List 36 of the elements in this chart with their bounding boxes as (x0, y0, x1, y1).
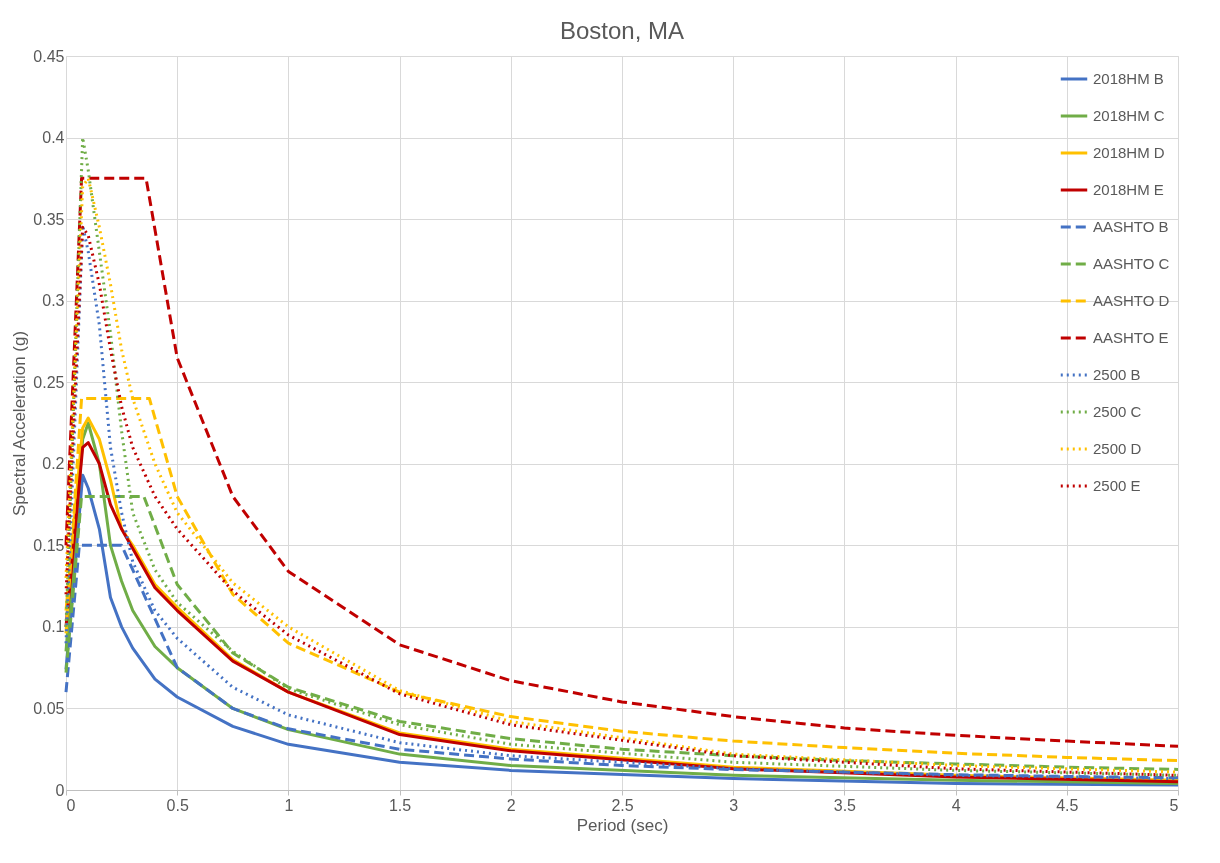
x-tick-label: 3.5 (833, 796, 857, 814)
legend-label: 2500 C (1093, 403, 1142, 420)
y-tick-label: 0 (55, 781, 65, 799)
y-tick-label: 0.25 (33, 373, 65, 391)
chart-title: Boston, MA (559, 17, 685, 44)
x-tick-label: 1 (284, 796, 294, 814)
legend-label: AASHTO C (1093, 255, 1170, 272)
legend-label: 2018HM C (1093, 107, 1165, 124)
y-tick-label: 0.4 (42, 129, 65, 147)
x-tick-label: 0 (66, 796, 76, 814)
y-tick-label: 0.45 (33, 47, 65, 65)
y-axis-title: Spectral Acceleration (g) (10, 330, 30, 517)
y-tick-label: 0.35 (33, 210, 65, 228)
x-tick-label: 2.5 (611, 796, 634, 814)
x-tick-label: 5 (1169, 796, 1179, 814)
x-tick-label: 4 (951, 796, 961, 814)
legend-label: AASHTO B (1093, 218, 1169, 235)
x-tick-label: 0.5 (166, 796, 189, 814)
y-tick-label: 0.3 (42, 292, 65, 310)
x-tick-label: 1.5 (388, 796, 412, 814)
y-tick-label: 0.1 (42, 618, 65, 636)
y-tick-label: 0.15 (33, 536, 65, 554)
legend-label: 2500 B (1093, 366, 1141, 383)
x-axis-title: Period (sec) (576, 815, 669, 835)
legend-label: 2500 E (1093, 477, 1141, 494)
y-tick-label: 0.05 (33, 699, 65, 717)
legend-label: 2018HM D (1093, 144, 1165, 161)
legend-label: 2018HM E (1093, 181, 1164, 198)
y-tick-label: 0.2 (42, 455, 65, 473)
legend-label: 2500 D (1093, 440, 1142, 457)
legend-label: AASHTO D (1093, 292, 1170, 309)
legend-label: 2018HM B (1093, 70, 1164, 87)
x-tick-label: 2 (506, 796, 516, 814)
x-tick-label: 3 (729, 796, 739, 814)
legend-label: AASHTO E (1093, 329, 1169, 346)
x-tick-label: 4.5 (1056, 796, 1079, 814)
